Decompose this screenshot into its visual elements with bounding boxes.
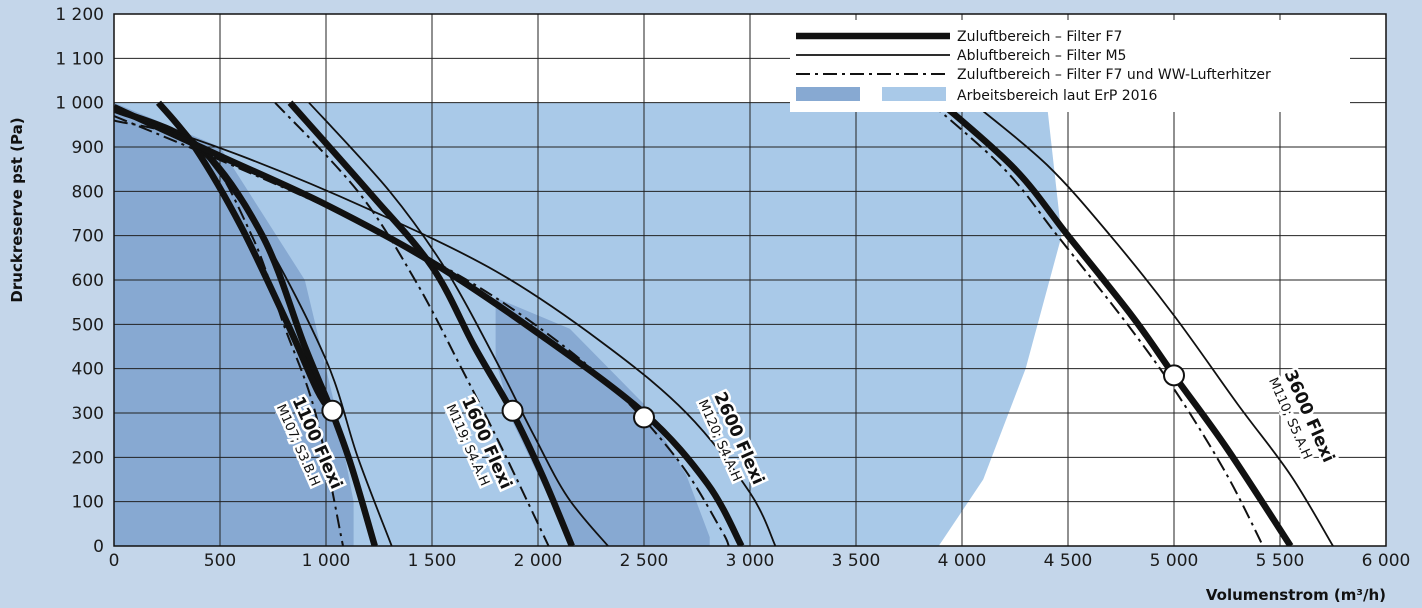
- legend-swatch-area-dark: [796, 87, 860, 101]
- x-tick-label: 0: [109, 551, 120, 571]
- operating-point-2600-flexi: [633, 406, 655, 429]
- x-tick-label: 2 500: [620, 551, 669, 571]
- y-tick-label: 700: [72, 227, 104, 247]
- series-lines: [114, 100, 1334, 546]
- plot-frame: [113, 13, 1387, 547]
- legend: Zuluftbereich – Filter F7 Abluftbereich –…: [790, 20, 1350, 112]
- x-tick-label: 1 500: [408, 551, 457, 571]
- x-tick-label: 500: [204, 551, 236, 571]
- legend-swatch-area-light: [882, 87, 946, 101]
- y-tick-label: 1 200: [55, 5, 104, 25]
- x-axis-title: Volumenstrom (m³/h): [1206, 586, 1386, 604]
- y-tick-label: 800: [72, 182, 104, 202]
- curve-1600-flexi-thick: [287, 100, 575, 546]
- x-tick-label: 2 000: [514, 551, 563, 571]
- y-tick-label: 600: [72, 271, 104, 291]
- y-tick-label: 200: [72, 448, 104, 468]
- y-tick-label: 400: [72, 360, 104, 380]
- curve-3600-flexi-thick: [938, 100, 1294, 546]
- x-tick-label: 6 000: [1362, 551, 1411, 571]
- operating-point-1600-flexi: [501, 399, 524, 422]
- x-tick-label: 3 500: [832, 551, 881, 571]
- legend-label: Arbeitsbereich laut ErP 2016: [957, 88, 1157, 104]
- operating-point-3600-flexi: [1163, 364, 1185, 387]
- y-tick-label: 100: [72, 493, 104, 513]
- x-tick-label: 4 000: [938, 551, 987, 571]
- y-axis-title: Druckreserve pst (Pa): [8, 117, 26, 302]
- x-tick-label: 5 000: [1150, 551, 1199, 571]
- legend-label: Zuluftbereich – Filter F7: [957, 29, 1122, 45]
- legend-label: Abluftbereich – Filter M5: [957, 48, 1126, 64]
- curve-1600-flexi-thin: [308, 102, 609, 546]
- legend-label: Zuluftbereich – Filter F7 und WW-Lufterh…: [957, 67, 1271, 83]
- x-tick-label: 5 500: [1256, 551, 1305, 571]
- x-tick-label: 1 000: [302, 551, 351, 571]
- y-tick-label: 1 100: [55, 49, 104, 69]
- curve-2600-flexi-dashdot: [114, 115, 730, 546]
- curve-3600-flexi-dashdot: [929, 101, 1264, 546]
- grid: [113, 13, 1387, 547]
- x-tick-label: 4 500: [1044, 551, 1093, 571]
- y-tick-label: 1 000: [55, 94, 104, 114]
- curve-3600-flexi-thin: [972, 102, 1334, 546]
- operating-point-1100-flexi: [321, 399, 344, 422]
- y-tick-label: 0: [93, 537, 104, 557]
- y-tick-label: 500: [72, 315, 104, 335]
- y-tick-label: 900: [72, 138, 104, 158]
- curve-2600-flexi-thick: [114, 104, 745, 546]
- x-tick-label: 3 000: [726, 551, 775, 571]
- y-tick-label: 300: [72, 404, 104, 424]
- curve-2600-flexi-thin: [114, 110, 777, 546]
